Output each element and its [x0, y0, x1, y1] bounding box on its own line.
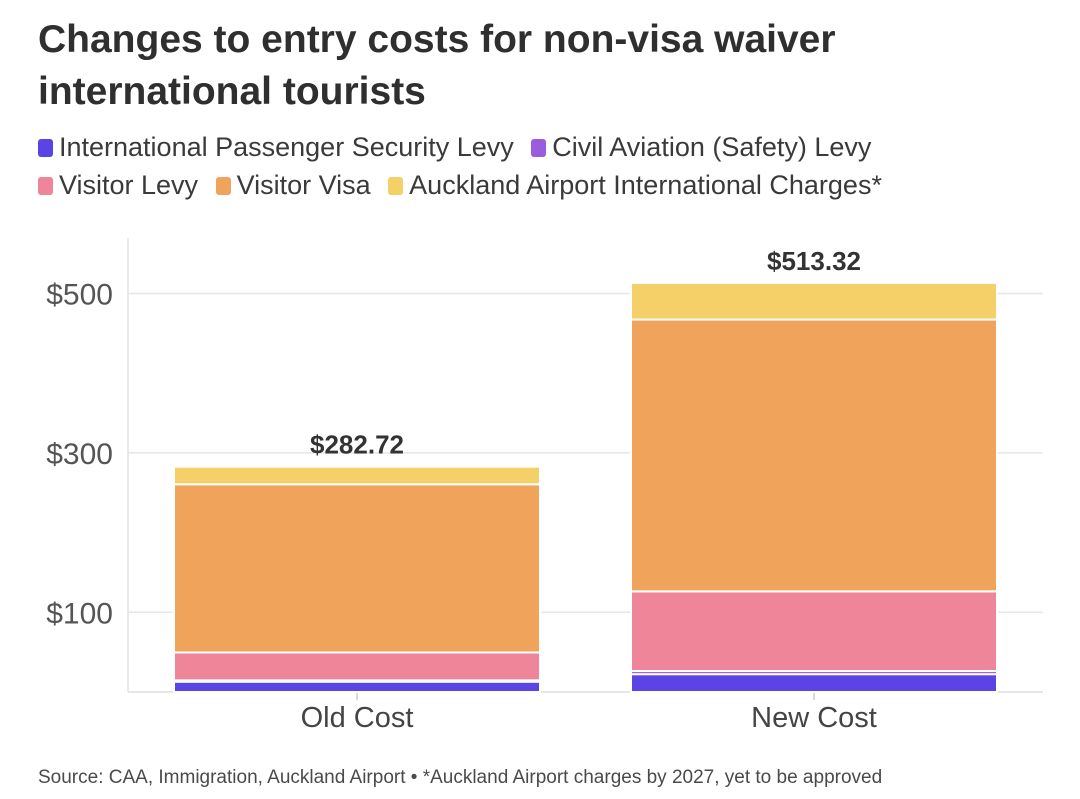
legend-swatch — [38, 177, 53, 195]
legend-label: Visitor Levy — [59, 170, 199, 200]
x-tick-label: New Cost — [751, 702, 877, 734]
x-tick-label: Old Cost — [301, 702, 414, 734]
legend-label: Visitor Visa — [236, 170, 371, 200]
legend-item-safety-levy: Civil Aviation (Safety) Levy — [531, 128, 871, 166]
chart-title: Changes to entry costs for non-visa waiv… — [38, 18, 836, 113]
legend-item-visitor-visa: Visitor Visa — [215, 166, 371, 204]
legend-swatch — [531, 139, 547, 157]
bar-segment — [630, 673, 998, 693]
legend-swatch — [215, 177, 231, 195]
y-tick-label: $100 — [46, 597, 113, 630]
bar-segment — [173, 651, 541, 682]
bar-segment — [173, 680, 541, 693]
legend-label: Civil Aviation (Safety) Levy — [552, 132, 872, 162]
bar-segment — [173, 483, 541, 654]
total-label: $282.72 — [310, 430, 404, 460]
legend-item-airport-charges: Auckland Airport International Charges* — [388, 166, 882, 204]
legend-label: International Passenger Security Levy — [59, 132, 514, 162]
y-tick-label: $500 — [46, 279, 113, 312]
bar-segment — [173, 465, 541, 486]
legend-item-visitor-levy: Visitor Levy — [38, 166, 198, 204]
legend: International Passenger Security Levy Ci… — [38, 128, 1048, 204]
legend-label: Auckland Airport International Charges* — [409, 170, 882, 200]
bar-segment — [630, 318, 998, 593]
legend-item-security-levy: International Passenger Security Levy — [38, 128, 514, 166]
total-label: $513.32 — [767, 246, 861, 276]
source-note: Source: CAA, Immigration, Auckland Airpo… — [38, 767, 883, 788]
legend-swatch — [388, 177, 404, 195]
bar-segment — [630, 281, 998, 321]
legend-swatch — [38, 139, 53, 157]
bar-segment — [630, 590, 998, 673]
y-tick-label: $300 — [46, 438, 113, 471]
